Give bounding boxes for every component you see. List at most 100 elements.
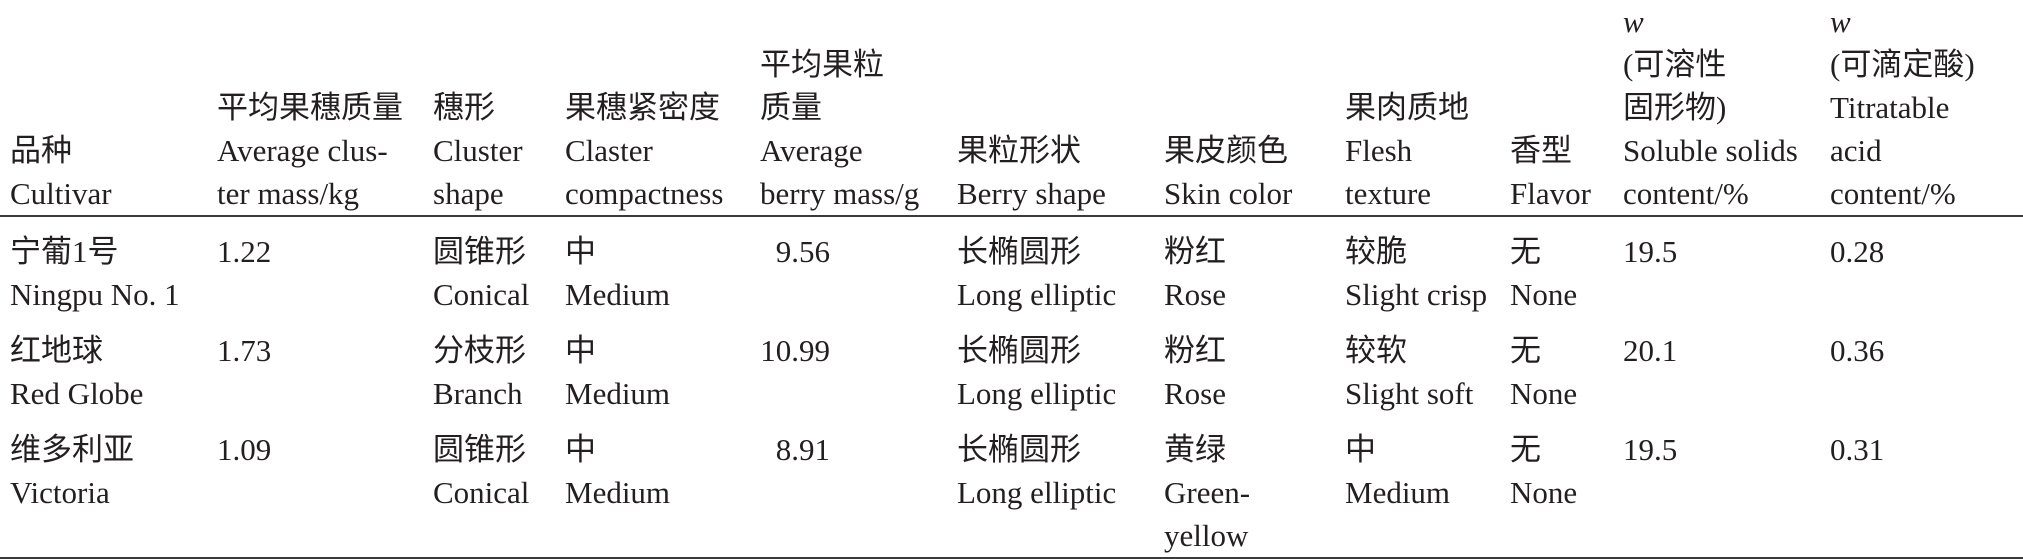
- cell-text: Ningpu No. 1: [10, 277, 180, 312]
- cell-text: Medium: [565, 376, 671, 411]
- cell-flesh: 较脆 Slight crisp: [1335, 216, 1500, 316]
- column-header: 品种 Cultivar: [0, 0, 207, 217]
- cell-value: 9.56: [775, 234, 830, 269]
- column-header: w (可滴定酸) Titratable acid content/%: [1820, 0, 2023, 217]
- cell-value: 10.99: [760, 333, 830, 368]
- cell-text: Red Globe: [10, 376, 144, 411]
- header-zh-text: 果肉质地: [1345, 90, 1469, 125]
- header-en-text: Flavor: [1510, 176, 1591, 211]
- cell-skin-color: 粉红 Rose: [1154, 316, 1335, 415]
- cell-cluster-shape: 圆锥形 Conical: [423, 415, 555, 559]
- cell-text: Medium: [1345, 475, 1451, 510]
- table-row: 红地球 Red Globe 1.73 分枝形 Branch 中 Medium 10.99 长椭圆…: [0, 316, 2023, 415]
- header-zh: 果皮颜色: [1164, 129, 1335, 172]
- header-zh-text: (可滴定酸): [1830, 47, 1975, 82]
- header-en-text: compactness: [565, 176, 724, 211]
- header-zh-text: 平均果粒: [760, 47, 884, 82]
- header-en-text: Flesh: [1345, 133, 1413, 168]
- header-en-text: content/%: [1623, 176, 1749, 211]
- cell-text: 黄绿: [1164, 432, 1226, 467]
- cell-text: 较脆: [1345, 234, 1407, 269]
- cell-skin-color: 粉红 Rose: [1154, 216, 1335, 316]
- header-zh: 平均果粒: [760, 43, 947, 86]
- column-header: w (可溶性固形物) Soluble solids content/%: [1613, 0, 1820, 217]
- header-zh: 果粒形状: [957, 129, 1154, 172]
- header-zh-text: 果粒形状: [957, 133, 1081, 168]
- cell-text: 粉红: [1164, 234, 1226, 269]
- header-zh-text: 质量: [760, 90, 822, 125]
- header-row: 品种 Cultivar 平均果穗质量 Average clus-ter mass/kg…: [0, 0, 2023, 217]
- cell-compactness: 中 Medium: [555, 316, 750, 415]
- header-zh-text: 穗形: [433, 90, 495, 125]
- header-en-text: texture: [1345, 176, 1432, 211]
- header-zh: w (可溶性: [1623, 0, 1820, 86]
- cell-text: Long elliptic: [957, 277, 1117, 312]
- variable-symbol: w: [1830, 4, 1851, 39]
- header-zh: 果肉质地: [1345, 86, 1500, 129]
- cell-cultivar: 维多利亚 Victoria: [0, 415, 207, 559]
- header-zh-text: 果皮颜色: [1164, 133, 1288, 168]
- cell-cultivar: 宁葡1号 Ningpu No. 1: [0, 216, 207, 316]
- cell-text: 长椭圆形: [957, 234, 1081, 269]
- cell-flavor: 无 None: [1500, 216, 1613, 316]
- cell-text: 无: [1510, 234, 1541, 269]
- cell-value: 19.5: [1623, 234, 1678, 269]
- column-header: 平均果粒 质量 Average berry mass/g: [750, 0, 947, 217]
- column-header: 果肉质地 Flesh texture: [1335, 0, 1500, 217]
- column-header: 香型 Flavor: [1500, 0, 1613, 217]
- header-zh-text: 香型: [1510, 133, 1572, 168]
- header-en-text: shape: [433, 176, 504, 211]
- cell-text: None: [1510, 475, 1578, 510]
- cell-text: None: [1510, 376, 1578, 411]
- cell-flavor: 无 None: [1500, 415, 1613, 559]
- cell-acid: 0.31: [1820, 415, 2023, 559]
- variable-symbol: w: [1623, 4, 1644, 39]
- cell-text: Conical: [433, 277, 530, 312]
- cell-cultivar: 红地球 Red Globe: [0, 316, 207, 415]
- header-en-text: Berry shape: [957, 176, 1106, 211]
- header-en-text: Average: [760, 133, 863, 168]
- cell-acid: 0.36: [1820, 316, 2023, 415]
- cell-text: 维多利亚: [10, 432, 134, 467]
- cell-text: 无: [1510, 333, 1541, 368]
- header-zh-text: (可溶性: [1623, 47, 1727, 82]
- cell-value: 8.91: [775, 432, 830, 467]
- header-en-text: Soluble solids: [1623, 133, 1798, 168]
- table-row: 维多利亚 Victoria 1.09 圆锥形 Conical 中 Medium 8.91 长椭圆…: [0, 415, 2023, 559]
- cell-text: Medium: [565, 475, 671, 510]
- header-zh-text: 固形物): [1623, 90, 1727, 125]
- cell-skin-color: 黄绿 Green-yellow: [1154, 415, 1335, 559]
- header-en-text: Cultivar: [10, 176, 112, 211]
- header-zh: 品种: [10, 129, 207, 172]
- cell-text: 宁葡1号: [10, 234, 119, 269]
- header-en-text: Cluster: [433, 133, 523, 168]
- cell-flesh: 较软 Slight soft: [1335, 316, 1500, 415]
- cell-text: 圆锥形: [433, 234, 526, 269]
- cell-value: 1.73: [217, 333, 272, 368]
- cell-text: Slight crisp: [1345, 277, 1488, 312]
- cell-berry-mass: 10.99: [750, 316, 947, 415]
- cell-berry-shape: 长椭圆形 Long elliptic: [947, 415, 1154, 559]
- cell-text: 较软: [1345, 333, 1407, 368]
- cell-flesh: 中 Medium: [1335, 415, 1500, 559]
- cell-text: 粉红: [1164, 333, 1226, 368]
- cell-text: Long elliptic: [957, 376, 1117, 411]
- cell-text: Rose: [1164, 376, 1226, 411]
- cell-berry-shape: 长椭圆形 Long elliptic: [947, 316, 1154, 415]
- header-en-text: ter mass/kg: [217, 176, 360, 211]
- header-zh-text: 果穗紧密度: [565, 90, 720, 125]
- cell-text: Branch: [433, 376, 523, 411]
- cell-value: 0.36: [1830, 333, 1885, 368]
- cell-berry-mass: 9.56: [750, 216, 947, 316]
- column-header: 穗形 Cluster shape: [423, 0, 555, 217]
- cell-text: 无: [1510, 432, 1541, 467]
- cell-value: 0.28: [1830, 234, 1885, 269]
- cell-cluster-mass: 1.73: [207, 316, 423, 415]
- cell-text: None: [1510, 277, 1578, 312]
- cell-value: 1.09: [217, 432, 272, 467]
- header-en-text: Claster: [565, 133, 653, 168]
- header-zh: 平均果穗质量: [217, 86, 423, 129]
- cell-value: 20.1: [1623, 333, 1678, 368]
- cell-cluster-shape: 分枝形 Branch: [423, 316, 555, 415]
